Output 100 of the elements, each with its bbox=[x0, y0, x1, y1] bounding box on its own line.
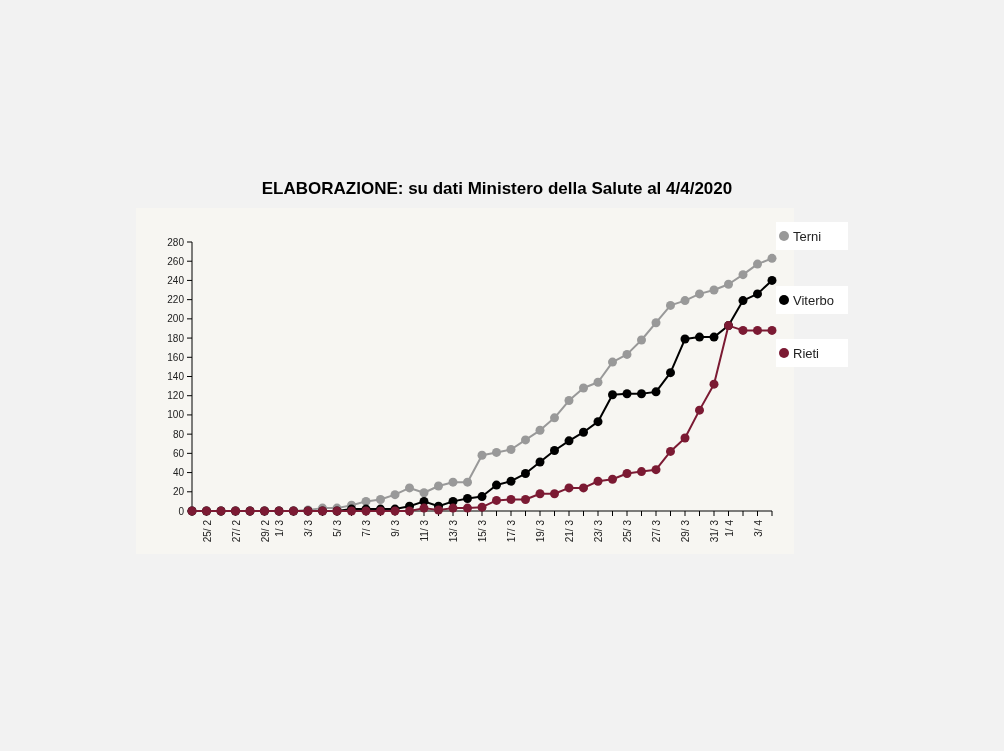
point bbox=[593, 377, 603, 387]
y-tick-label: 180 bbox=[167, 332, 185, 344]
point bbox=[637, 335, 646, 345]
point bbox=[651, 465, 661, 475]
x-tick-label: 27/ 3 bbox=[651, 519, 662, 543]
point bbox=[637, 467, 646, 477]
point bbox=[709, 332, 719, 342]
y-tick-label: 20 bbox=[172, 486, 185, 498]
point bbox=[535, 425, 545, 435]
point bbox=[521, 435, 530, 445]
y-tick-label: 280 bbox=[167, 236, 185, 248]
point bbox=[593, 476, 603, 486]
y-tick-label: 40 bbox=[172, 467, 185, 479]
x-tick-label: 19/ 3 bbox=[535, 519, 546, 543]
point bbox=[419, 488, 429, 498]
point bbox=[477, 492, 487, 502]
point bbox=[738, 296, 748, 306]
y-tick-label: 160 bbox=[167, 351, 185, 363]
point bbox=[680, 334, 690, 344]
y-tick-label: 240 bbox=[167, 274, 185, 286]
point bbox=[564, 396, 574, 406]
point bbox=[477, 502, 487, 512]
chart-title: ELABORAZIONE: su dati Ministero della Salute al 4/4/2020 bbox=[261, 179, 733, 198]
x-tick-label: 9/ 3 bbox=[390, 519, 401, 537]
point bbox=[492, 480, 501, 490]
point bbox=[695, 405, 704, 415]
point bbox=[521, 469, 530, 479]
point bbox=[448, 477, 458, 487]
point bbox=[767, 275, 777, 285]
point bbox=[550, 413, 559, 423]
point bbox=[434, 481, 443, 491]
point bbox=[390, 490, 400, 500]
point bbox=[622, 389, 632, 399]
point bbox=[666, 300, 675, 310]
point bbox=[434, 505, 443, 515]
point bbox=[535, 457, 545, 467]
point bbox=[376, 494, 385, 504]
x-tick-label: 25/ 2 bbox=[201, 519, 213, 543]
x-tick-label: 13/ 3 bbox=[448, 519, 459, 543]
point bbox=[579, 483, 588, 493]
point bbox=[564, 483, 574, 493]
x-tick-label: 17/ 3 bbox=[506, 519, 517, 543]
y-tick-label: 120 bbox=[167, 390, 185, 402]
point bbox=[506, 494, 516, 504]
point bbox=[709, 379, 719, 389]
point bbox=[477, 450, 487, 460]
point bbox=[448, 503, 458, 513]
point bbox=[608, 474, 617, 484]
point bbox=[695, 332, 704, 342]
point bbox=[767, 325, 777, 335]
point bbox=[709, 285, 719, 295]
point bbox=[622, 469, 632, 479]
point bbox=[666, 368, 675, 378]
point bbox=[753, 325, 762, 335]
y-tick-label: 220 bbox=[167, 294, 185, 306]
point bbox=[463, 503, 472, 513]
point bbox=[535, 489, 545, 499]
point bbox=[608, 390, 617, 400]
y-tick-label: 200 bbox=[167, 313, 185, 325]
x-tick-label: 3/ 3 bbox=[303, 519, 314, 537]
point bbox=[550, 489, 559, 499]
point bbox=[637, 389, 646, 399]
point bbox=[405, 483, 414, 493]
point bbox=[680, 433, 690, 443]
x-tick-label: 7/ 3 bbox=[361, 519, 372, 537]
x-tick-label: 31/ 3 bbox=[709, 519, 720, 543]
y-tick-label: 80 bbox=[172, 428, 185, 440]
x-tick-label: 21/ 3 bbox=[564, 519, 575, 543]
x-tick-label: 3/ 4 bbox=[752, 519, 764, 537]
point bbox=[680, 296, 690, 306]
point bbox=[579, 383, 588, 393]
x-tick-label: 1/ 4 bbox=[723, 519, 735, 537]
point bbox=[724, 279, 733, 289]
x-tick-label: 11/ 3 bbox=[419, 519, 430, 542]
y-tick-label: 100 bbox=[167, 409, 185, 421]
point bbox=[492, 495, 501, 505]
point bbox=[579, 427, 588, 437]
point bbox=[695, 289, 704, 299]
point bbox=[608, 357, 617, 367]
point bbox=[463, 477, 472, 487]
point bbox=[738, 270, 748, 280]
point bbox=[622, 349, 632, 359]
point bbox=[753, 289, 762, 299]
x-tick-label: 25/ 3 bbox=[622, 519, 633, 543]
point bbox=[767, 253, 777, 263]
point bbox=[521, 494, 530, 504]
x-tick-label: 29/ 3 bbox=[680, 519, 691, 543]
point bbox=[463, 494, 472, 504]
y-tick-label: 60 bbox=[172, 447, 185, 459]
point bbox=[419, 503, 429, 513]
x-tick-label: 29/ 2 bbox=[259, 519, 271, 543]
x-tick-label: 23/ 3 bbox=[593, 519, 604, 543]
point bbox=[564, 436, 574, 446]
point bbox=[651, 318, 661, 328]
legend-label: Rieti bbox=[793, 345, 820, 361]
y-tick-label: 140 bbox=[167, 371, 185, 382]
point bbox=[753, 259, 762, 269]
x-tick-label: 5/ 3 bbox=[332, 519, 343, 537]
legend-label: Terni bbox=[793, 228, 822, 244]
point bbox=[550, 445, 559, 455]
